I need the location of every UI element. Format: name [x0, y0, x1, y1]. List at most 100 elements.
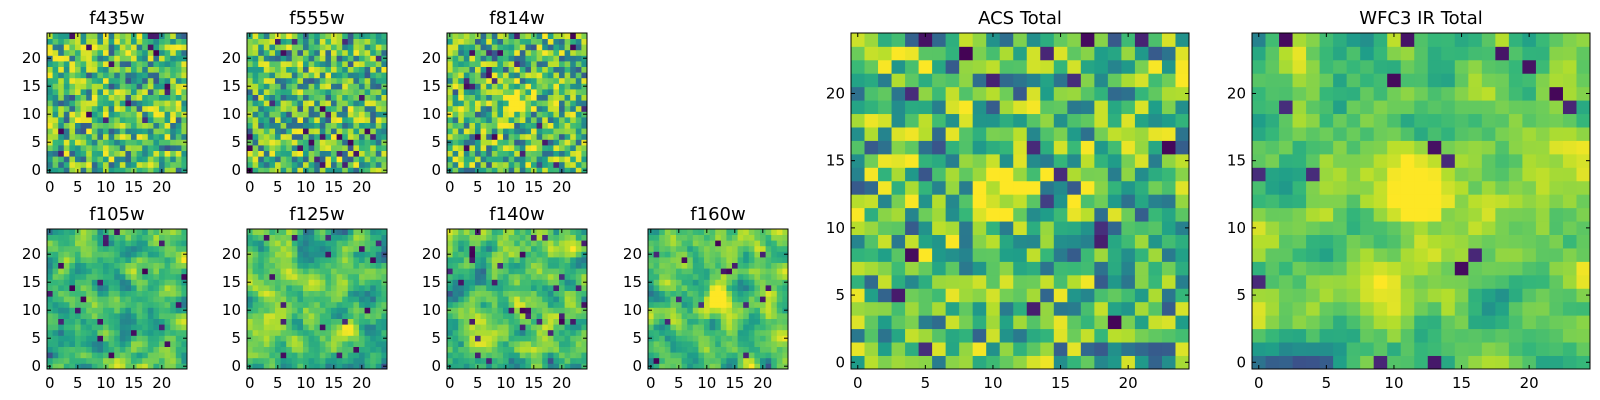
heatmap-cell [503, 83, 509, 90]
heatmap-cell [851, 261, 865, 276]
heatmap-cell [75, 55, 81, 62]
heatmap-cell [754, 363, 761, 370]
heatmap-cell [945, 194, 960, 209]
heatmap-cell [748, 240, 755, 247]
heatmap-cell [247, 301, 253, 308]
heatmap-cell [364, 105, 371, 112]
heatmap-cell [570, 100, 577, 107]
heatmap-cell [1053, 194, 1068, 209]
heatmap-cell [164, 122, 171, 129]
heatmap-cell [159, 318, 165, 325]
heatmap-cell [136, 346, 143, 353]
heatmap-cell [47, 49, 53, 56]
heatmap-cell [269, 150, 276, 157]
heatmap-cell [452, 145, 459, 151]
heatmap-cell [475, 133, 481, 140]
heatmap-cell [748, 318, 755, 325]
heatmap-cell [47, 285, 53, 291]
heatmap-cell [370, 139, 377, 146]
heatmap-cell [103, 251, 109, 258]
heatmap-cell [303, 83, 309, 90]
heatmap-cell [175, 240, 182, 247]
heatmap-cell [463, 363, 470, 370]
heatmap-cell [497, 44, 504, 51]
heatmap-cell [519, 105, 526, 112]
heatmap-cell [687, 324, 694, 331]
heatmap-cell [469, 133, 476, 140]
heatmap-cell [536, 150, 543, 157]
heatmap-cell [153, 156, 160, 163]
heatmap-cell [681, 245, 688, 252]
heatmap-cell [765, 307, 772, 314]
heatmap-cell [364, 133, 371, 140]
heatmap-cell [125, 100, 132, 107]
heatmap-cell [503, 150, 509, 157]
heatmap-cell [52, 290, 59, 297]
heatmap-cell [153, 290, 160, 297]
heatmap-cell [687, 329, 694, 336]
heatmap-cell [525, 49, 532, 56]
heatmap-cell [319, 324, 326, 331]
heatmap-cell [280, 156, 287, 163]
heatmap-cell [698, 296, 705, 303]
heatmap-cell [463, 341, 470, 347]
heatmap-cell [381, 285, 388, 291]
heatmap-cell [263, 307, 270, 314]
heatmap-cell [1080, 315, 1095, 330]
heatmap-cell [932, 342, 947, 356]
heatmap-cell [303, 49, 309, 56]
heatmap-cell [80, 77, 87, 84]
heatmap-cell [536, 301, 543, 308]
heatmap-cell [1080, 301, 1095, 316]
heatmap-cell [945, 261, 960, 276]
heatmap-cell [704, 251, 710, 258]
heatmap-cell [263, 156, 270, 163]
heatmap-cell [103, 324, 109, 331]
heatmap-cell [258, 44, 265, 51]
heatmap-cell [765, 268, 772, 275]
heatmap-cell [732, 257, 738, 263]
heatmap-cell [136, 55, 143, 62]
heatmap-cell [75, 262, 81, 269]
heatmap-cell [314, 285, 321, 291]
heatmap-cell [336, 122, 343, 129]
heatmap-cell [147, 128, 154, 135]
heatmap-cell [353, 307, 360, 314]
heatmap-cell [670, 273, 677, 280]
heatmap-cell [519, 329, 526, 336]
heatmap-cell [181, 49, 188, 56]
heatmap-cell [275, 128, 281, 135]
heatmap-cell [536, 313, 543, 319]
heatmap-cell [497, 262, 504, 269]
heatmap-cell [181, 66, 188, 73]
heatmap-cell [63, 234, 70, 241]
heatmap-cell [314, 49, 321, 56]
heatmap-cell [491, 44, 498, 51]
heatmap-cell [732, 318, 738, 325]
heatmap-cell [47, 352, 53, 359]
heatmap-cell [91, 279, 98, 286]
heatmap-cell [353, 245, 360, 252]
heatmap-cell [86, 352, 93, 359]
heatmap-cell [564, 335, 571, 342]
heatmap-cell [103, 273, 109, 280]
heatmap-cell [458, 240, 465, 247]
heatmap-cell [704, 329, 710, 336]
heatmap-cell [553, 285, 560, 291]
heatmap-cell [452, 44, 459, 51]
heatmap-cell [263, 245, 270, 252]
heatmap-cell [508, 251, 515, 258]
heatmap-cell [291, 139, 298, 146]
heatmap-cell [108, 38, 115, 45]
heatmap-cell [709, 268, 716, 275]
heatmap-cell [297, 262, 304, 269]
heatmap-cell [252, 262, 259, 269]
heatmap-cell [97, 145, 104, 151]
heatmap-cell [263, 61, 270, 67]
heatmap-cell [1053, 207, 1068, 222]
heatmap-cell [175, 72, 182, 79]
heatmap-cell [497, 234, 504, 241]
heatmap-cell [486, 341, 493, 347]
heatmap-cell [531, 100, 537, 107]
